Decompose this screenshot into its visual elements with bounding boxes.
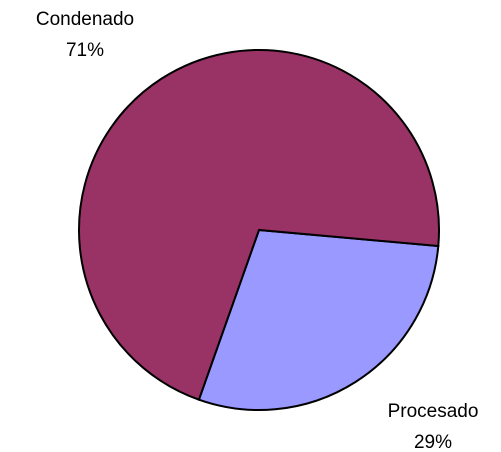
slice-value-label: 71%	[66, 40, 104, 61]
pie-slice	[197, 228, 440, 411]
pie-slice	[78, 49, 440, 401]
slice-label: Procesado	[388, 401, 479, 422]
slice-label: Condenado	[36, 9, 134, 30]
slice-value-label: 29%	[414, 432, 452, 452]
